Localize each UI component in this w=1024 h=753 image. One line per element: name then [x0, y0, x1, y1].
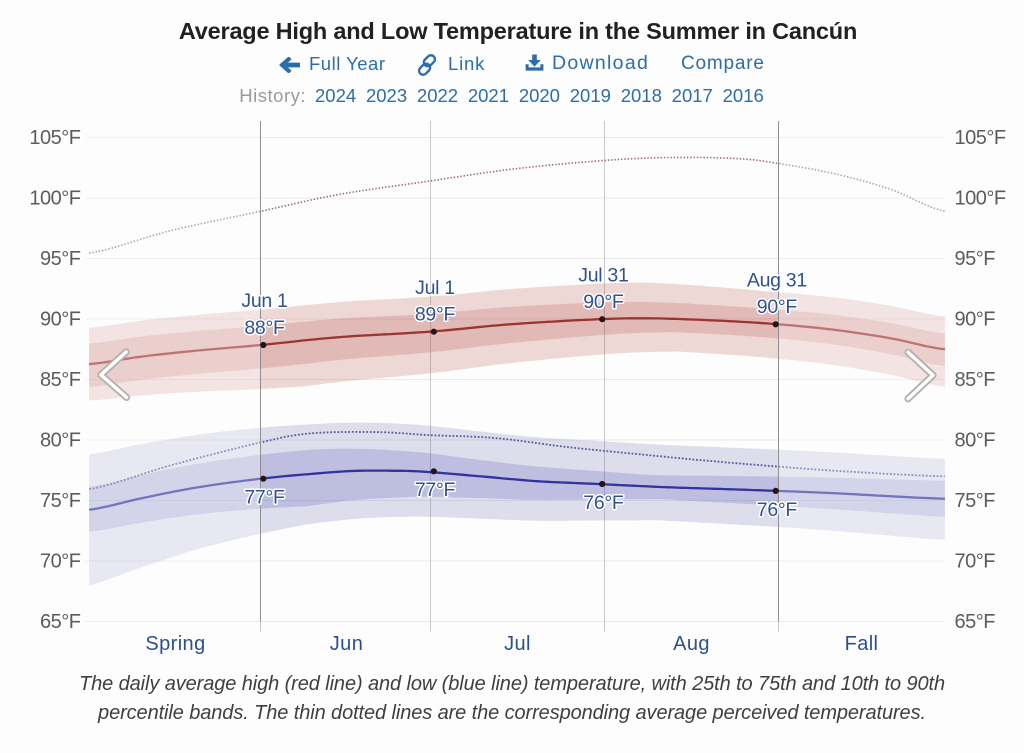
svg-text:70°F: 70°F: [40, 551, 81, 573]
svg-text:95°F: 95°F: [955, 248, 996, 270]
svg-text:76°F: 76°F: [757, 499, 798, 521]
svg-text:Aug: Aug: [673, 633, 710, 655]
svg-text:100°F: 100°F: [955, 188, 1006, 210]
svg-text:95°F: 95°F: [40, 248, 81, 270]
svg-text:Jun: Jun: [330, 633, 363, 655]
svg-text:Jun 1: Jun 1: [241, 290, 287, 312]
svg-text:80°F: 80°F: [40, 430, 81, 452]
svg-text:85°F: 85°F: [40, 369, 81, 391]
svg-text:105°F: 105°F: [29, 127, 80, 149]
svg-text:Spring: Spring: [145, 633, 205, 655]
svg-text:77°F: 77°F: [244, 487, 285, 509]
svg-text:76°F: 76°F: [583, 492, 624, 514]
svg-text:77°F: 77°F: [415, 479, 456, 501]
svg-text:90°F: 90°F: [583, 291, 624, 313]
svg-text:Jul 31: Jul 31: [578, 264, 628, 286]
svg-text:90°F: 90°F: [40, 309, 81, 331]
svg-text:88°F: 88°F: [244, 317, 285, 339]
svg-text:75°F: 75°F: [40, 490, 81, 512]
svg-text:80°F: 80°F: [955, 430, 996, 452]
svg-text:Jul: Jul: [504, 633, 531, 655]
svg-text:90°F: 90°F: [955, 309, 996, 331]
svg-text:65°F: 65°F: [955, 611, 996, 633]
svg-text:70°F: 70°F: [955, 551, 996, 573]
svg-text:Fall: Fall: [845, 633, 879, 655]
svg-text:Jul 1: Jul 1: [415, 277, 455, 299]
svg-text:89°F: 89°F: [415, 304, 456, 326]
svg-text:75°F: 75°F: [955, 490, 996, 512]
svg-text:90°F: 90°F: [757, 296, 798, 318]
svg-text:Aug 31: Aug 31: [747, 270, 807, 292]
svg-text:65°F: 65°F: [40, 611, 81, 633]
svg-text:105°F: 105°F: [955, 127, 1006, 149]
svg-text:100°F: 100°F: [29, 188, 80, 210]
svg-text:85°F: 85°F: [955, 369, 996, 391]
